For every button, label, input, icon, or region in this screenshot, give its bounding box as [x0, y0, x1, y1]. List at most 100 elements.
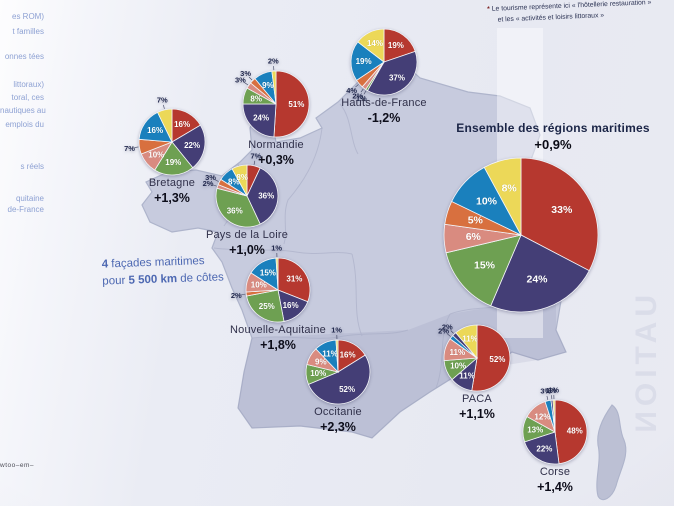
- slice-pointer: [360, 88, 364, 93]
- slice-pointer: [214, 179, 219, 182]
- pie-slice: [271, 70, 277, 105]
- pie-occitanie: 16% 52% 10% 9%11% 1%: [305, 326, 371, 405]
- region-change-value: +1,3%: [154, 190, 190, 205]
- region-caption-bretagne: Bretagne +1,3%: [87, 177, 257, 205]
- pie-slice-label: 2%: [438, 327, 449, 336]
- pie-slice: [277, 257, 311, 303]
- region-caption-corse: Corse +1,4%: [470, 466, 640, 494]
- region-caption-occitanie: Occitanie +2,3%: [253, 406, 423, 434]
- pie-slice-label: 8%: [250, 95, 262, 104]
- pie-slice-label: 3%: [205, 173, 216, 182]
- region-change-value: -1,2%: [367, 110, 401, 125]
- region-caption-paca: PACA +1,1%: [392, 393, 562, 421]
- pie-slice-label: 2%: [442, 323, 453, 332]
- pie-slice-label: 13%: [527, 426, 543, 435]
- pie-slice-label: 5%: [468, 215, 484, 227]
- pie-slice-label: 22%: [536, 444, 552, 453]
- pie-slice-label: 19%: [356, 57, 372, 66]
- pie-slice-label: 11%: [462, 334, 478, 343]
- pie-slice-label: 2%: [352, 92, 363, 101]
- region-name: Hauts-de-France: [341, 97, 427, 109]
- slice-pointer: [363, 90, 367, 95]
- pie-slice: [455, 324, 478, 360]
- pie-slice-label: 8%: [228, 178, 240, 187]
- pie-slice-label: 31%: [286, 274, 302, 283]
- pie-slice: [357, 28, 385, 63]
- pie-nouvelle-aquitaine: 31% 16% 25% 2% 10% 15% 1%: [231, 244, 311, 323]
- pie-slice-label: 9%: [262, 81, 274, 90]
- corsica-island: [596, 404, 627, 501]
- pie-slice-label: 1%: [356, 94, 367, 103]
- pie-slice-label: 11%: [450, 348, 466, 357]
- pie-slice-label: 15%: [474, 259, 496, 271]
- region-change-value: +1,1%: [459, 406, 495, 421]
- pie-slice: [242, 103, 277, 138]
- pie-slice-label: 3%: [240, 69, 251, 78]
- pie-slice-label: 12%: [534, 412, 550, 421]
- pie-slice: [471, 324, 511, 392]
- pie-slice-label: 7%: [157, 96, 168, 105]
- slice-pointer: [253, 160, 256, 165]
- pie-slice: [552, 399, 556, 433]
- pie-slice-label: 51%: [288, 100, 304, 109]
- margin-fragment: emplois du: [5, 120, 44, 129]
- ghost-showthrough-text: ИOITAU: [630, 290, 663, 433]
- slice-pointer: [355, 84, 359, 88]
- pie-slice: [445, 234, 522, 307]
- region-name: Ensemble des régions maritimes: [456, 121, 650, 135]
- slice-pointer: [163, 104, 165, 109]
- margin-fragment: s réels: [20, 162, 44, 171]
- region-name: Corse: [539, 466, 571, 478]
- pie-slice-label: 15%: [260, 269, 276, 278]
- pie-slice-label: 48%: [567, 426, 583, 435]
- region-change-value: +1,0%: [229, 242, 265, 257]
- pie-slice-label: 52%: [339, 385, 355, 394]
- region-caption-nouvelle-aquitaine: Nouvelle-Aquitaine +1,8%: [193, 324, 363, 352]
- pie-hauts-de-france: 19% 37% 1%2%4% 19% 14%: [346, 28, 418, 103]
- pie-slice: [157, 108, 173, 143]
- slice-pointer: [241, 293, 246, 295]
- pie-slice-label: 52%: [489, 355, 505, 364]
- region-change-value: +1,4%: [537, 479, 573, 494]
- pie-slice-label: 3%: [540, 387, 551, 396]
- pie-ensemble: 33% 24% 15% 6% 5% 10% 8%: [443, 157, 599, 313]
- pie-slice: [231, 164, 248, 197]
- pie-slice-label: 1%: [331, 326, 342, 335]
- margin-fragment: t familles: [12, 27, 44, 36]
- pie-slice-label: 24%: [253, 114, 269, 123]
- pie-normandie: 51% 24% 8% 3%3% 9% 2%: [235, 57, 310, 138]
- pie-slice-label: 7%: [124, 144, 135, 153]
- pie-slice-label: 22%: [184, 141, 200, 150]
- pie-slice-label: 8%: [236, 173, 248, 182]
- region-caption-hauts-de-france: Hauts-de-France -1,2%: [299, 97, 469, 125]
- region-name: PACA: [462, 393, 492, 405]
- pie-pays-de-la-loire: 7% 36% 36% 2%3% 8%8%: [203, 152, 279, 228]
- pie-bretagne: 16% 22%19%10% 7% 16% 7%: [124, 96, 206, 176]
- margin-fragment: nautiques au: [0, 106, 46, 115]
- pie-slice: [154, 141, 194, 176]
- pie-slice-label: 36%: [227, 206, 243, 215]
- slice-pointer: [546, 395, 549, 400]
- pie-slice-label: 9%: [315, 358, 327, 367]
- margin-fragment: quitaine: [15, 194, 44, 203]
- pie-slice-label: 16%: [283, 301, 299, 310]
- pie-slice-label: 16%: [340, 350, 356, 359]
- region-change-value: +2,3%: [320, 419, 356, 434]
- pie-slice: [350, 41, 385, 81]
- pie-slice: [554, 399, 588, 465]
- pie-slice-label: 11%: [459, 372, 475, 381]
- margin-fragment: toral, ces: [11, 93, 44, 102]
- region-name: Pays de la Loire: [205, 229, 289, 241]
- pie-slice-label: 10%: [251, 281, 267, 290]
- footnote-asterisk: *: [487, 5, 490, 13]
- region-name: Normandie: [248, 139, 304, 151]
- pie-slice: [246, 167, 279, 225]
- pie-slice-label: 19%: [388, 41, 404, 50]
- pie-slice-label: 7%: [250, 152, 261, 161]
- pie-slice-label: 16%: [147, 126, 163, 135]
- region-caption-normandie: Normandie +0,3%: [191, 139, 361, 167]
- pie-slice-label: 11%: [322, 349, 338, 358]
- pie-slice: [307, 354, 371, 405]
- slice-pointer: [248, 76, 253, 81]
